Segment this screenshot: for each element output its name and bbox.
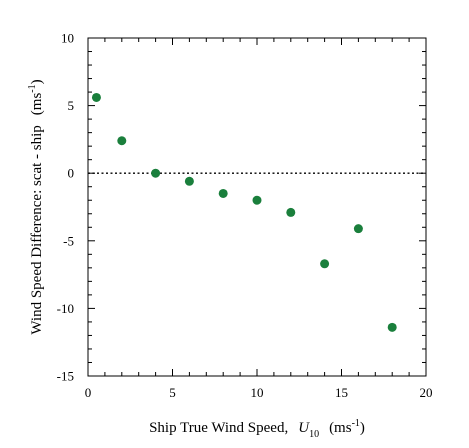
y-axis-title-unit-close: ) [29,79,45,84]
data-point [91,92,101,102]
plot-area [87,37,427,377]
data-point [151,168,161,178]
y-tick-label: -5 [63,233,74,248]
axis-ticks [87,37,427,377]
x-axis-title: Ship True Wind Speed, U10 (ms-1) [149,418,365,440]
data-point [117,136,127,146]
plot-frame [87,37,427,377]
data-point [320,259,330,269]
x-axis-title-symbol: U [298,420,310,436]
x-tick-label: 10 [251,385,264,400]
data-point [387,322,397,332]
x-axis-title-unit-close: ) [360,420,365,436]
x-axis-title-unit-exp: -1 [352,418,360,429]
data-point [286,207,296,217]
data-point [218,188,228,198]
y-axis-title-unit-exp: -1 [27,84,38,92]
x-axis-title-main: Ship True Wind Speed, [149,420,288,436]
y-tick-label: -10 [57,301,74,316]
y-axis-title: Wind Speed Difference: scat - ship (ms-1) [27,79,45,334]
y-axis-title-unit-open: (ms [29,93,45,116]
x-axis-title-subscript: 10 [309,429,319,440]
x-tick-label: 15 [335,385,348,400]
y-axis-title-main: Wind Speed Difference: scat - ship [29,125,45,334]
x-axis-title-unit-open: (ms [329,420,352,436]
y-tick-label: 10 [61,31,74,46]
x-tick-label: 20 [420,385,433,400]
data-point [252,195,262,205]
tick-labels: 0 5 10 15 20 -15 -10 -5 0 5 10 [57,31,433,401]
data-points [91,92,397,332]
x-tick-label: 5 [169,385,176,400]
y-tick-label: 0 [68,166,75,181]
x-tick-label: 0 [85,385,92,400]
data-point [353,224,363,234]
data-point [184,176,194,186]
y-tick-label: -15 [57,369,74,384]
y-tick-label: 5 [68,98,75,113]
